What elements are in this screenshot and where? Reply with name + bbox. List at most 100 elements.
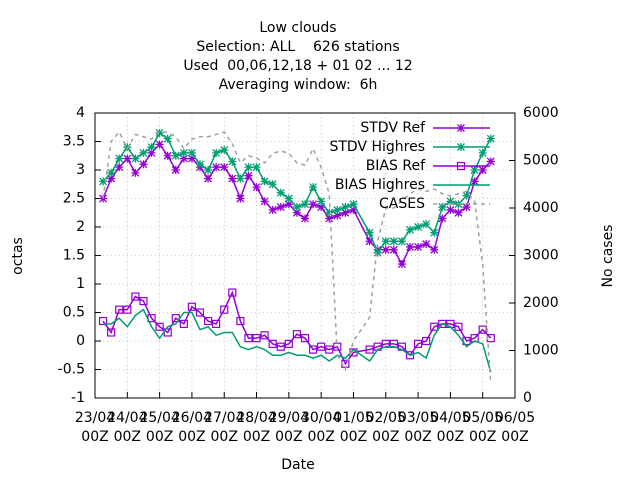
point <box>405 351 415 360</box>
point <box>204 166 213 174</box>
point <box>438 214 447 223</box>
point <box>123 305 132 314</box>
y2-tick-label: 6000 <box>523 105 559 121</box>
point <box>179 319 188 328</box>
y-tick-label: 4 <box>76 105 85 121</box>
y-tick-label: 1 <box>76 276 85 292</box>
point <box>454 208 463 217</box>
point <box>349 205 358 214</box>
point <box>252 334 261 343</box>
point <box>228 157 237 166</box>
point <box>268 205 277 214</box>
y2-tick-label: 5000 <box>523 153 559 169</box>
point <box>349 200 358 209</box>
legend-label: STDV Ref <box>360 120 426 136</box>
point <box>470 177 479 186</box>
y-tick-label: 3 <box>76 162 85 178</box>
legend-label: BIAS Highres <box>335 177 425 193</box>
point <box>220 146 229 155</box>
point <box>365 237 374 246</box>
point <box>276 203 285 212</box>
y2-tick-label: 3000 <box>523 248 559 264</box>
point <box>187 302 197 311</box>
series-line <box>102 290 492 366</box>
y-tick-label: 3.5 <box>63 134 85 150</box>
point <box>107 174 116 183</box>
point <box>456 161 466 171</box>
x-tick-label: 01/05 00Z <box>333 410 373 445</box>
point <box>333 211 342 220</box>
point <box>414 223 423 231</box>
x-tick-label: 24/04 00Z <box>107 410 147 445</box>
point <box>187 154 196 163</box>
point <box>139 160 148 169</box>
point <box>413 339 423 348</box>
point <box>155 140 164 149</box>
point <box>292 208 301 217</box>
legend-label: CASES <box>379 196 425 212</box>
point <box>389 237 398 246</box>
point <box>309 200 318 209</box>
point <box>454 322 463 331</box>
point <box>430 228 439 237</box>
point <box>131 154 140 163</box>
point <box>284 339 293 348</box>
point <box>301 214 309 223</box>
y-tick-label: -0.5 <box>58 362 85 378</box>
point <box>389 245 398 254</box>
point <box>333 205 342 214</box>
point <box>260 331 269 340</box>
x-tick-label: 26/04 00Z <box>172 410 212 445</box>
x-axis-label: Date <box>281 457 314 473</box>
point <box>462 203 471 212</box>
point <box>260 197 269 206</box>
point <box>123 154 132 163</box>
y-tick-label: 0 <box>76 333 85 349</box>
point <box>325 345 334 354</box>
point <box>244 334 253 343</box>
point <box>406 225 414 234</box>
y2-tick-label: 4000 <box>523 200 559 216</box>
point <box>373 248 382 257</box>
series-line <box>102 130 492 384</box>
point <box>268 180 277 189</box>
point <box>470 166 479 174</box>
point <box>187 148 196 157</box>
point <box>139 297 148 306</box>
point <box>397 237 406 246</box>
y-tick-label: 2 <box>76 219 85 235</box>
point <box>276 188 285 197</box>
point <box>478 148 487 157</box>
point <box>486 157 495 166</box>
point <box>462 191 471 200</box>
series-line <box>103 308 492 373</box>
point <box>276 342 285 351</box>
point <box>268 339 277 348</box>
point <box>244 171 253 180</box>
point <box>438 203 447 212</box>
x-tick-label: 06/05 00Z <box>495 410 535 445</box>
point <box>406 242 414 251</box>
point <box>446 205 455 214</box>
point <box>341 208 350 217</box>
point <box>284 194 293 203</box>
point <box>155 322 164 331</box>
point <box>179 148 188 157</box>
point <box>204 174 213 183</box>
point <box>317 197 326 206</box>
point <box>430 322 439 331</box>
point <box>422 336 431 346</box>
point <box>260 177 269 186</box>
x-tick-label: 27/04 00Z <box>204 410 244 445</box>
point <box>220 163 229 172</box>
point <box>457 143 465 151</box>
x-tick-label: 23/04 00Z <box>75 410 115 445</box>
chart-title-line: Averaging window: 6h <box>219 77 378 93</box>
y2-tick-label: 1000 <box>523 343 559 359</box>
point <box>228 174 237 183</box>
y2-tick-label: 0 <box>523 390 532 406</box>
point <box>381 237 390 246</box>
point <box>228 288 237 297</box>
x-tick-label: 02/05 00Z <box>366 410 406 445</box>
